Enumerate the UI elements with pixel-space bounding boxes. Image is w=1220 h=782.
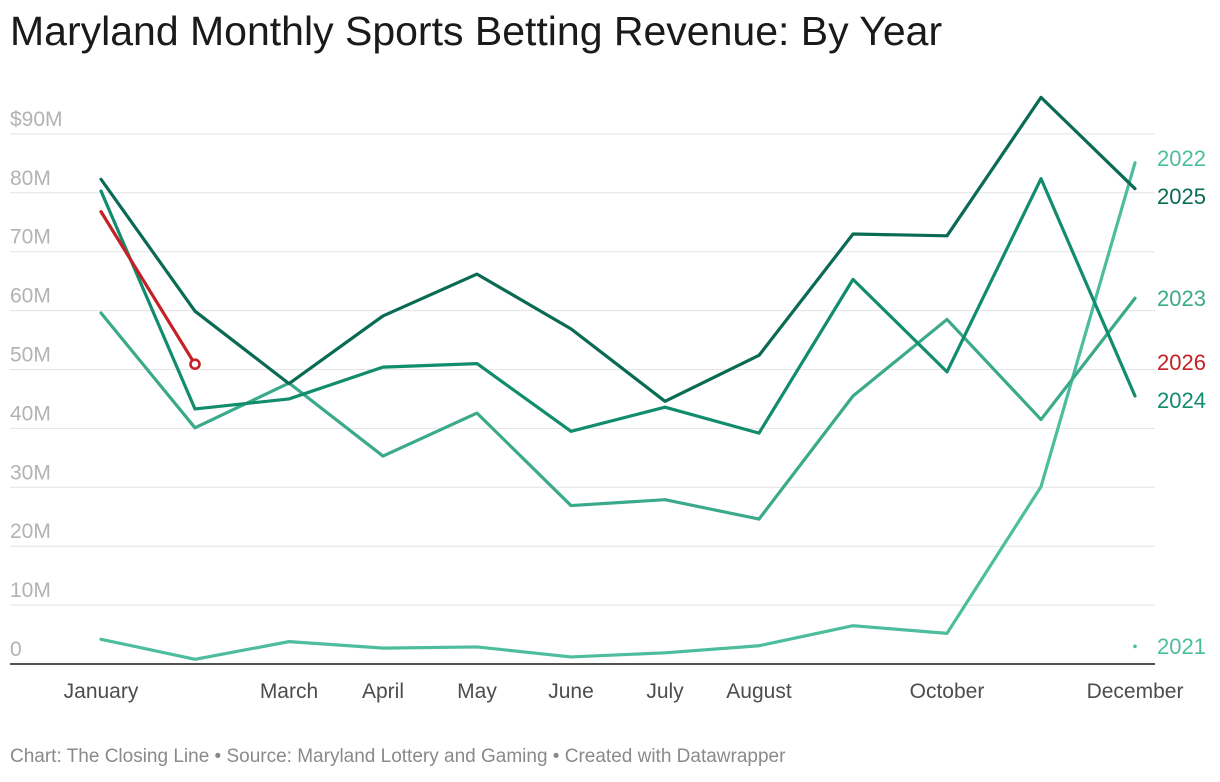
- series-line-2025: [99, 95, 1137, 403]
- y-tick-label: 10M: [10, 579, 51, 602]
- x-tick-label: June: [548, 680, 594, 703]
- y-tick-label: 40M: [10, 402, 51, 425]
- y-tick-label: 30M: [10, 461, 51, 484]
- series-line-2023: [99, 296, 1137, 521]
- series-label-2021: 2021: [1157, 634, 1206, 659]
- y-tick-label: $90M: [10, 108, 63, 131]
- x-tick-label: December: [1087, 680, 1184, 703]
- y-tick-label: 80M: [10, 167, 51, 190]
- series-point-2021: [1133, 644, 1137, 649]
- x-tick-label: August: [726, 680, 792, 703]
- series-label-2025: 2025: [1157, 184, 1206, 209]
- chart-title: Maryland Monthly Sports Betting Revenue:…: [10, 8, 943, 54]
- y-tick-label: 70M: [10, 226, 51, 249]
- series-labels: 2021 2022 2023 2024 2025 2026: [1157, 146, 1206, 659]
- series-line-2024: [99, 177, 1137, 435]
- x-tick-label: January: [64, 680, 139, 703]
- series-label-2026: 2026: [1157, 350, 1206, 375]
- y-tick-label: 20M: [10, 520, 51, 543]
- chart-footer: Chart: The Closing Line • Source: Maryla…: [10, 746, 786, 767]
- series-line-2026: [99, 210, 197, 366]
- x-tick-label: October: [910, 680, 985, 703]
- x-tick-label: July: [646, 680, 684, 703]
- x-tick-label: April: [362, 680, 404, 703]
- series-label-2024: 2024: [1157, 388, 1206, 413]
- series-label-2023: 2023: [1157, 286, 1206, 311]
- series-label-2022: 2022: [1157, 146, 1206, 171]
- x-axis-ticks: January March April May June July August Octobe…: [64, 680, 1184, 703]
- y-tick-label: 60M: [10, 285, 51, 308]
- y-axis-ticks: 0 10M 20M 30M 40M 50M 60M 70M 80M $90M: [10, 108, 63, 661]
- series-lines: [99, 95, 1137, 661]
- x-tick-label: May: [457, 680, 497, 703]
- x-tick-label: March: [260, 680, 318, 703]
- series-line-2022: [99, 161, 1137, 661]
- y-tick-label: 50M: [10, 344, 51, 367]
- gridlines: [10, 133, 1155, 665]
- y-tick-label: 0: [10, 638, 22, 661]
- series-endpoint-2026: [189, 358, 201, 370]
